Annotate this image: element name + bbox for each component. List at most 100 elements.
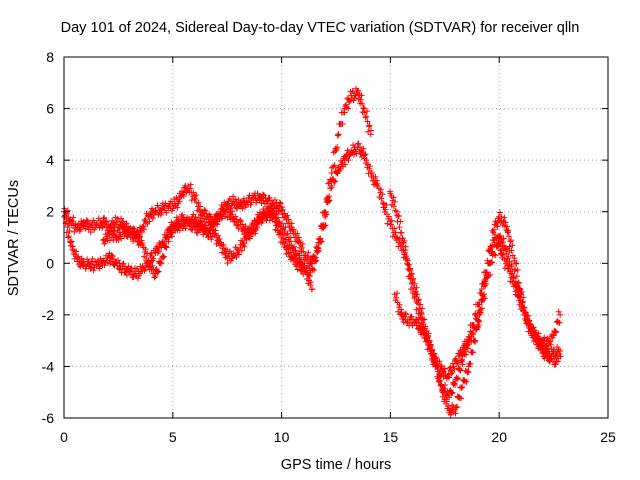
data-point — [395, 212, 402, 219]
data-point — [223, 246, 230, 253]
data-point — [489, 228, 496, 235]
data-point — [76, 228, 83, 235]
plot-frame — [63, 56, 609, 419]
data-point — [325, 180, 332, 187]
data-point — [202, 222, 209, 229]
data-point — [111, 223, 118, 230]
y-tick-label: 2 — [46, 204, 54, 220]
data-point — [288, 224, 295, 231]
data-point — [478, 305, 485, 312]
data-point — [519, 298, 526, 305]
data-point — [463, 344, 470, 351]
data-point — [459, 352, 466, 359]
data-point — [416, 315, 423, 322]
data-point — [453, 404, 460, 411]
data-point — [281, 228, 288, 235]
data-point — [233, 216, 240, 223]
data-point — [266, 194, 273, 201]
data-point — [83, 217, 90, 224]
data-point — [466, 337, 473, 344]
data-point — [68, 238, 75, 245]
data-point — [476, 309, 483, 316]
data-point — [346, 99, 353, 106]
data-point — [192, 195, 199, 202]
data-point — [315, 248, 322, 255]
data-point — [362, 114, 369, 121]
data-point — [325, 198, 332, 205]
data-point — [296, 237, 303, 244]
data-point — [390, 203, 397, 210]
data-point — [481, 291, 488, 298]
data-point — [218, 215, 225, 222]
data-point — [392, 207, 399, 214]
data-point — [342, 161, 349, 168]
data-point — [513, 260, 520, 267]
data-point — [330, 149, 337, 156]
data-point — [512, 260, 519, 267]
data-point — [466, 360, 473, 367]
data-point — [118, 235, 125, 242]
data-point — [281, 210, 288, 217]
data-point — [143, 254, 150, 261]
data-point — [291, 243, 298, 250]
data-point — [455, 394, 462, 401]
data-point — [161, 253, 168, 260]
data-point — [398, 306, 405, 313]
data-point — [513, 283, 520, 290]
data-point — [410, 284, 417, 291]
data-point — [379, 191, 386, 198]
data-point — [201, 219, 208, 226]
data-point — [345, 105, 352, 112]
data-point — [220, 241, 227, 248]
data-point — [458, 384, 465, 391]
data-point — [192, 214, 199, 221]
data-point — [163, 244, 170, 251]
data-point — [235, 225, 242, 232]
data-point — [393, 294, 400, 301]
data-point — [555, 308, 562, 315]
data-point — [259, 191, 266, 198]
data-point — [346, 152, 353, 159]
data-point — [322, 222, 329, 229]
data-point — [321, 223, 328, 230]
data-point — [487, 243, 494, 250]
data-point — [323, 211, 330, 218]
data-point — [483, 280, 490, 287]
data-point — [287, 249, 294, 256]
y-tick-label: 0 — [46, 255, 54, 271]
data-point — [355, 140, 362, 147]
y-tick-label: -6 — [42, 410, 55, 426]
data-point — [274, 214, 281, 221]
data-point — [396, 301, 403, 308]
data-point — [455, 375, 462, 382]
data-point — [537, 335, 544, 342]
data-point — [505, 253, 512, 260]
data-point — [501, 214, 508, 221]
data-point — [197, 218, 204, 225]
data-point — [514, 282, 521, 289]
data-point — [175, 200, 182, 207]
data-point — [413, 306, 420, 313]
data-point — [377, 186, 384, 193]
data-point — [261, 192, 268, 199]
data-point — [387, 188, 394, 195]
data-point — [466, 335, 473, 342]
data-point — [442, 381, 449, 388]
data-point — [151, 274, 158, 281]
data-point — [402, 310, 409, 317]
data-point — [504, 265, 511, 272]
data-point — [232, 196, 239, 203]
data-point — [174, 204, 181, 211]
data-point — [355, 87, 362, 94]
y-tick-label: 6 — [46, 101, 54, 117]
data-point — [496, 209, 503, 216]
data-point — [414, 300, 421, 307]
data-point — [510, 273, 517, 280]
data-point — [159, 253, 166, 260]
data-point — [465, 368, 472, 375]
data-point — [512, 278, 519, 285]
data-point — [157, 259, 164, 266]
data-point — [458, 357, 465, 364]
data-point — [436, 377, 443, 384]
data-point — [213, 220, 220, 227]
